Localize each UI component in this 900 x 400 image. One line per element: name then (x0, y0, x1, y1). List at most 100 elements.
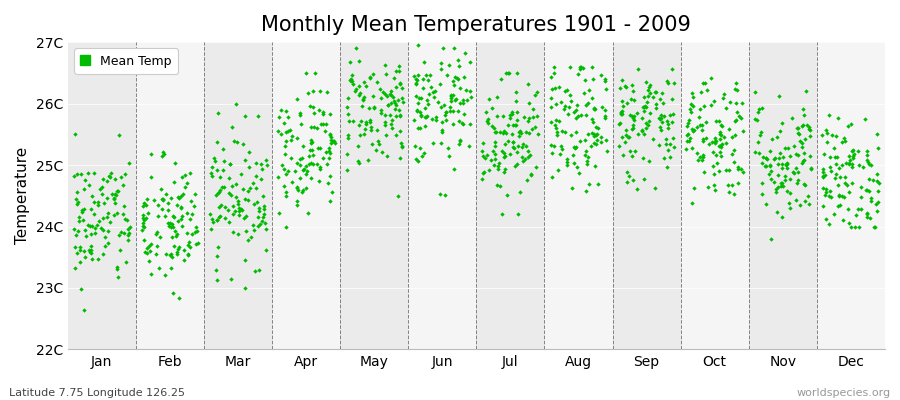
Point (117, 230, 131, 236)
Point (795, 160, 809, 166)
Point (832, 193, 846, 200)
Point (82, 182, 96, 188)
Point (73, 246, 87, 253)
Point (612, 120, 626, 126)
Point (662, 121, 676, 127)
Point (714, 122, 728, 128)
Point (513, 128, 527, 134)
Point (165, 221, 179, 227)
Point (696, 154, 710, 160)
Point (118, 216, 132, 222)
Point (339, 104, 354, 110)
Point (627, 96, 642, 103)
Point (183, 216, 197, 222)
Point (801, 193, 815, 199)
Point (414, 112, 428, 118)
Point (579, 148, 593, 154)
Point (598, 78, 613, 84)
Bar (817, 42, 885, 350)
Point (509, 98, 524, 104)
Point (409, 156, 423, 162)
Point (544, 150, 559, 156)
Point (166, 234, 180, 240)
Point (554, 99, 568, 105)
Point (768, 155, 782, 162)
Point (352, 58, 366, 64)
Point (560, 156, 574, 162)
Point (860, 152, 874, 158)
Point (506, 139, 520, 145)
Point (680, 138, 694, 144)
Point (842, 157, 857, 163)
Point (210, 217, 224, 224)
Point (389, 68, 403, 74)
Point (451, 57, 465, 63)
Point (158, 272, 172, 279)
Point (207, 155, 221, 162)
Point (796, 150, 811, 156)
Point (161, 200, 176, 207)
Point (571, 70, 585, 77)
Point (238, 228, 253, 234)
Point (140, 250, 154, 256)
Point (787, 143, 801, 149)
Point (484, 156, 499, 163)
Point (630, 186, 644, 192)
Point (495, 211, 509, 218)
Point (795, 123, 809, 129)
Point (515, 144, 529, 150)
Point (413, 125, 428, 131)
Point (614, 108, 628, 115)
Point (247, 201, 261, 207)
Point (139, 215, 153, 222)
Point (387, 74, 401, 81)
Point (163, 252, 177, 258)
Point (498, 166, 512, 173)
Point (822, 112, 836, 118)
Bar (272, 42, 340, 350)
Point (660, 78, 674, 85)
Point (860, 211, 874, 218)
Point (234, 206, 248, 213)
Point (137, 224, 151, 230)
Point (121, 226, 135, 232)
Point (231, 212, 246, 218)
Point (488, 151, 502, 157)
Point (441, 145, 455, 151)
Point (322, 149, 337, 156)
Point (626, 116, 641, 123)
Point (228, 138, 242, 144)
Point (480, 118, 494, 124)
Point (426, 140, 440, 147)
Point (695, 126, 709, 133)
Point (780, 161, 795, 167)
Point (824, 164, 838, 170)
Point (843, 121, 858, 127)
Point (221, 206, 236, 213)
Point (463, 88, 477, 94)
Point (211, 110, 225, 117)
Point (448, 96, 463, 102)
Point (615, 108, 629, 114)
Point (72, 214, 86, 220)
Point (557, 129, 572, 136)
Point (450, 75, 464, 81)
Point (166, 213, 180, 219)
Point (256, 214, 270, 220)
Point (837, 138, 851, 144)
Point (454, 120, 469, 126)
Point (708, 187, 723, 193)
Point (84, 230, 98, 237)
Point (418, 105, 432, 111)
Point (615, 76, 629, 83)
Point (362, 105, 376, 112)
Point (652, 115, 667, 122)
Point (714, 152, 728, 159)
Point (250, 199, 265, 205)
Point (500, 138, 515, 144)
Point (590, 140, 604, 147)
Point (728, 118, 742, 124)
Point (701, 184, 716, 191)
Point (278, 223, 293, 230)
Point (346, 81, 360, 88)
